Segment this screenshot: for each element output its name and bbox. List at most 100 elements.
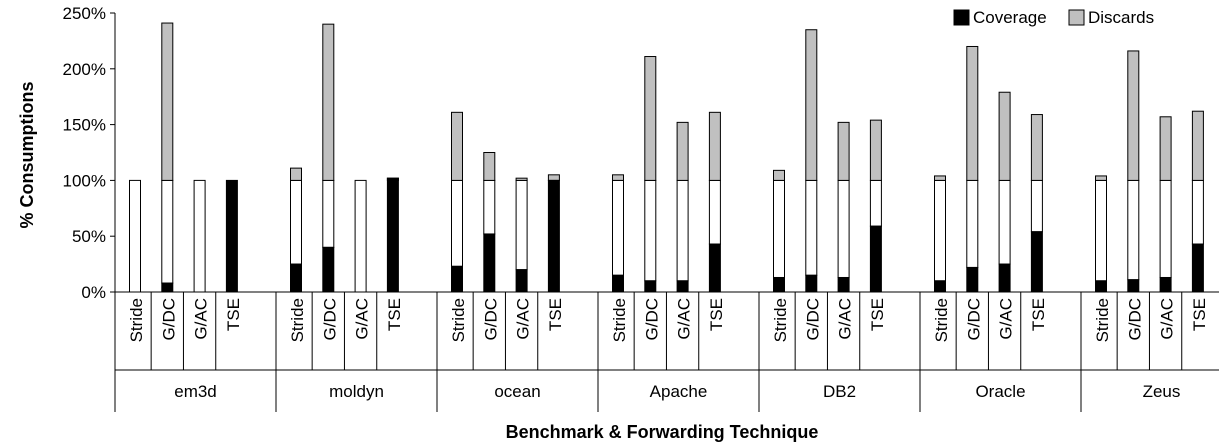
y-tick-label: 200%	[63, 60, 106, 79]
group-label: DB2	[823, 382, 856, 401]
bar-discards	[934, 175, 946, 181]
bar-coverage	[1159, 276, 1172, 293]
y-tick-label: 100%	[63, 171, 106, 190]
technique-label: G/AC	[997, 298, 1016, 340]
bar-coverage	[934, 280, 946, 293]
bar-discards	[322, 23, 335, 181]
bar-uncovered	[161, 179, 174, 284]
bar-uncovered	[837, 179, 850, 278]
bar-uncovered	[676, 179, 689, 282]
technique-label: TSE	[224, 298, 243, 331]
bar-coverage	[483, 233, 496, 293]
bar-coverage	[837, 276, 850, 293]
group-label: Zeus	[1143, 382, 1181, 401]
group-label: Apache	[650, 382, 708, 401]
bar-coverage	[998, 263, 1011, 293]
bar-uncovered	[934, 179, 946, 282]
legend-label-discards: Discards	[1088, 8, 1154, 27]
technique-label: Stride	[771, 298, 790, 342]
x-axis-title: Benchmark & Forwarding Technique	[506, 422, 819, 442]
technique-label: G/AC	[514, 298, 533, 340]
bar-uncovered	[1127, 179, 1140, 281]
bar-uncovered	[451, 179, 463, 267]
bar-uncovered	[773, 179, 785, 278]
group-label: Oracle	[975, 382, 1025, 401]
bar-discards	[483, 152, 496, 181]
bar-coverage	[547, 179, 560, 293]
bar-coverage	[1191, 243, 1204, 293]
bar-coverage	[805, 274, 818, 293]
bar-uncovered	[129, 179, 141, 293]
bar-coverage	[290, 263, 302, 293]
bars	[129, 22, 1204, 293]
bar-discards	[805, 29, 818, 181]
bar-discards	[708, 111, 721, 181]
bar-uncovered	[1159, 179, 1172, 278]
bar-uncovered	[1095, 179, 1107, 282]
technique-label: TSE	[546, 298, 565, 331]
technique-label: Stride	[1093, 298, 1112, 342]
bar-coverage	[515, 269, 528, 293]
bar-uncovered	[1191, 179, 1204, 245]
technique-label: TSE	[1029, 298, 1048, 331]
technique-label: Stride	[932, 298, 951, 342]
bar-discards	[290, 167, 302, 181]
bar-coverage	[644, 280, 657, 293]
bar-uncovered	[483, 179, 496, 235]
bar-coverage	[869, 225, 882, 293]
bar-discards	[966, 45, 979, 181]
technique-label: G/AC	[1158, 298, 1177, 340]
bar-coverage	[1095, 280, 1107, 293]
bar-discards	[998, 91, 1011, 181]
technique-label: TSE	[385, 298, 404, 331]
bar-uncovered	[354, 179, 367, 293]
y-axis-title: % Consumptions	[17, 82, 37, 229]
y-tick-label: 250%	[63, 4, 106, 23]
bar-uncovered	[966, 179, 979, 268]
technique-label: G/DC	[642, 298, 661, 341]
bar-discards	[515, 177, 528, 181]
bar-uncovered	[998, 179, 1011, 265]
bar-uncovered	[193, 179, 206, 293]
technique-label: G/DC	[1125, 298, 1144, 341]
bar-discards	[837, 121, 850, 181]
axes: 0% 50% 100% 150% 200% 250% Stride G/DC G/AC TSE em…	[63, 4, 1219, 412]
bar-uncovered	[805, 179, 818, 276]
technique-label: G/AC	[836, 298, 855, 340]
bar-coverage	[773, 276, 785, 293]
technique-label: Stride	[610, 298, 629, 342]
technique-label: G/AC	[675, 298, 694, 340]
bar-coverage	[676, 280, 689, 293]
group-label: em3d	[174, 382, 217, 401]
bar-discards	[612, 174, 624, 181]
bar-discards	[161, 22, 174, 181]
bar-discards	[451, 111, 463, 181]
technique-label: G/DC	[159, 298, 178, 341]
y-tick-label: 50%	[72, 227, 106, 246]
technique-label: TSE	[868, 298, 887, 331]
bar-discards	[644, 56, 657, 181]
technique-label: G/DC	[803, 298, 822, 341]
bar-coverage	[322, 246, 335, 293]
technique-label: G/DC	[964, 298, 983, 341]
legend-label-coverage: Coverage	[973, 8, 1047, 27]
bar-uncovered	[708, 179, 721, 245]
bar-uncovered	[612, 179, 624, 276]
bar-uncovered	[869, 179, 882, 227]
bar-discards	[869, 119, 882, 181]
group-label: ocean	[494, 382, 540, 401]
bar-uncovered	[1030, 179, 1043, 233]
technique-label: Stride	[449, 298, 468, 342]
legend-swatch-coverage	[953, 9, 970, 26]
bar-coverage	[966, 266, 979, 293]
bar-uncovered	[644, 179, 657, 282]
bar-coverage	[1030, 231, 1043, 293]
technique-label: TSE	[1190, 298, 1209, 331]
legend: Coverage Discards	[953, 8, 1154, 27]
bar-coverage	[161, 282, 174, 293]
bar-uncovered	[290, 179, 302, 265]
legend-swatch-discards	[1068, 9, 1085, 26]
bar-discards	[1127, 50, 1140, 181]
bar-discards	[676, 121, 689, 181]
